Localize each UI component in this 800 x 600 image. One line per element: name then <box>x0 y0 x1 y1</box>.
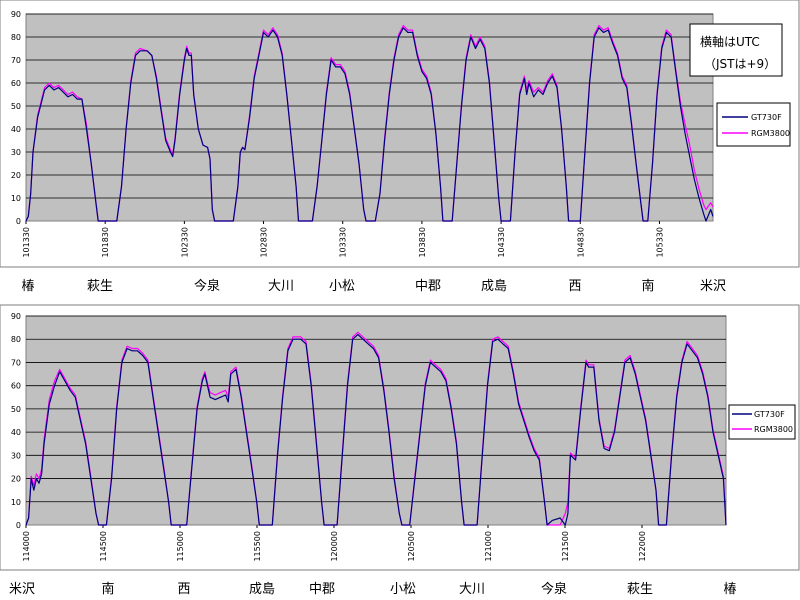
y-tick-label: 0 <box>16 521 21 530</box>
x-tick-label: 102330 <box>180 227 189 258</box>
station-label: 成島 <box>481 279 507 294</box>
station-label: 中郡 <box>415 279 441 294</box>
y-tick-label: 60 <box>11 382 21 391</box>
legend: GT730F RGM3800 <box>728 404 796 440</box>
y-tick-label: 60 <box>11 79 21 88</box>
series-group <box>25 331 727 526</box>
x-tick-label: 122000 <box>638 531 647 562</box>
legend-box <box>716 102 791 147</box>
gridlines <box>26 315 726 503</box>
y-tick-label: 20 <box>11 171 21 180</box>
y-tick-label: 10 <box>11 498 21 507</box>
x-tick-label: 101330 <box>22 227 31 258</box>
y-tick-label: 40 <box>11 125 21 134</box>
station-label: 米沢 <box>700 279 726 294</box>
y-tick-label: 90 <box>11 312 21 321</box>
y-axis-ticks: 0 10 20 30 40 50 60 70 80 90 <box>11 10 21 226</box>
station-label: 小松 <box>329 279 355 294</box>
y-tick-label: 90 <box>11 10 21 19</box>
station-label: 椿 <box>21 279 34 294</box>
y-tick-label: 70 <box>11 56 21 65</box>
series-line-gt730f <box>25 27 714 222</box>
x-tick-label: 114000 <box>22 531 31 562</box>
station-label: 中郡 <box>309 582 335 597</box>
x-tick-label: 120500 <box>407 531 416 562</box>
x-tick-label: 114500 <box>99 531 108 562</box>
station-label: 米沢 <box>9 582 35 597</box>
legend-label-gt730f: GT730F <box>754 410 785 419</box>
annotation-line-2: （JSTは+9） <box>704 57 776 71</box>
y-tick-label: 50 <box>11 102 21 111</box>
y-tick-label: 30 <box>11 148 21 157</box>
y-tick-label: 40 <box>11 428 21 437</box>
station-label: 西 <box>177 582 190 597</box>
y-tick-label: 30 <box>11 451 21 460</box>
x-tick-label: 103330 <box>339 227 348 258</box>
y-tick-label: 20 <box>11 475 21 484</box>
legend-label-rgm3800: RGM3800 <box>751 129 790 138</box>
station-label: 南 <box>101 581 114 597</box>
x-tick-label: 103830 <box>418 227 427 258</box>
legend-box <box>728 404 796 440</box>
legend-label-gt730f: GT730F <box>751 113 782 122</box>
gridlines <box>26 13 713 199</box>
annotation-line-1: 横軸はUTC <box>700 35 760 49</box>
x-axis-ticks: 101330 101830 102330 102830 103330 103830 1043… <box>22 221 664 258</box>
station-label: 萩生 <box>87 279 113 294</box>
station-labels-outbound: 椿 萩生 今泉 大川 小松 中郡 成島 西 南 米沢 <box>21 278 726 294</box>
y-tick-label: 80 <box>11 33 21 42</box>
station-label: 今泉 <box>541 581 567 597</box>
x-tick-label: 121500 <box>561 531 570 562</box>
annotation-note: 横軸はUTC （JSTは+9） <box>689 23 783 77</box>
plot-area <box>25 13 714 222</box>
y-axis-ticks: 0 10 20 30 40 50 60 70 80 90 <box>11 312 21 530</box>
y-tick-label: 50 <box>11 405 21 414</box>
series-line-gt730f <box>25 334 727 526</box>
station-label: 萩生 <box>627 582 653 597</box>
legend: GT730F RGM3800 <box>716 102 791 147</box>
x-axis-ticks: 114000 114500 115000 115500 120000 120500 1210… <box>22 525 647 562</box>
station-label: 小松 <box>390 582 416 597</box>
annotation-box <box>689 23 783 77</box>
station-labels-return: 米沢 南 西 成島 中郡 小松 大川 今泉 萩生 椿 <box>9 581 737 597</box>
station-label: 西 <box>568 279 581 294</box>
y-tick-label: 0 <box>16 217 21 226</box>
x-tick-label: 121000 <box>484 531 493 562</box>
x-tick-label: 105330 <box>655 227 664 258</box>
y-tick-label: 10 <box>11 194 21 203</box>
x-tick-label: 104330 <box>497 227 506 258</box>
station-label: 南 <box>641 278 654 294</box>
x-tick-label: 104830 <box>576 227 585 258</box>
x-tick-label: 102830 <box>260 227 269 258</box>
x-tick-label: 115000 <box>176 531 185 562</box>
y-tick-label: 70 <box>11 358 21 367</box>
series-group <box>25 24 714 222</box>
legend-label-rgm3800: RGM3800 <box>754 425 793 434</box>
station-label: 大川 <box>459 582 485 597</box>
y-tick-label: 80 <box>11 335 21 344</box>
series-line-rgm3800 <box>25 331 727 526</box>
station-label: 大川 <box>268 279 294 294</box>
x-tick-label: 115500 <box>253 531 262 562</box>
station-label: 今泉 <box>194 278 220 294</box>
x-tick-label: 120000 <box>330 531 339 562</box>
station-label: 成島 <box>249 582 275 597</box>
station-label: 椿 <box>723 582 736 597</box>
x-tick-label: 101830 <box>101 227 110 258</box>
